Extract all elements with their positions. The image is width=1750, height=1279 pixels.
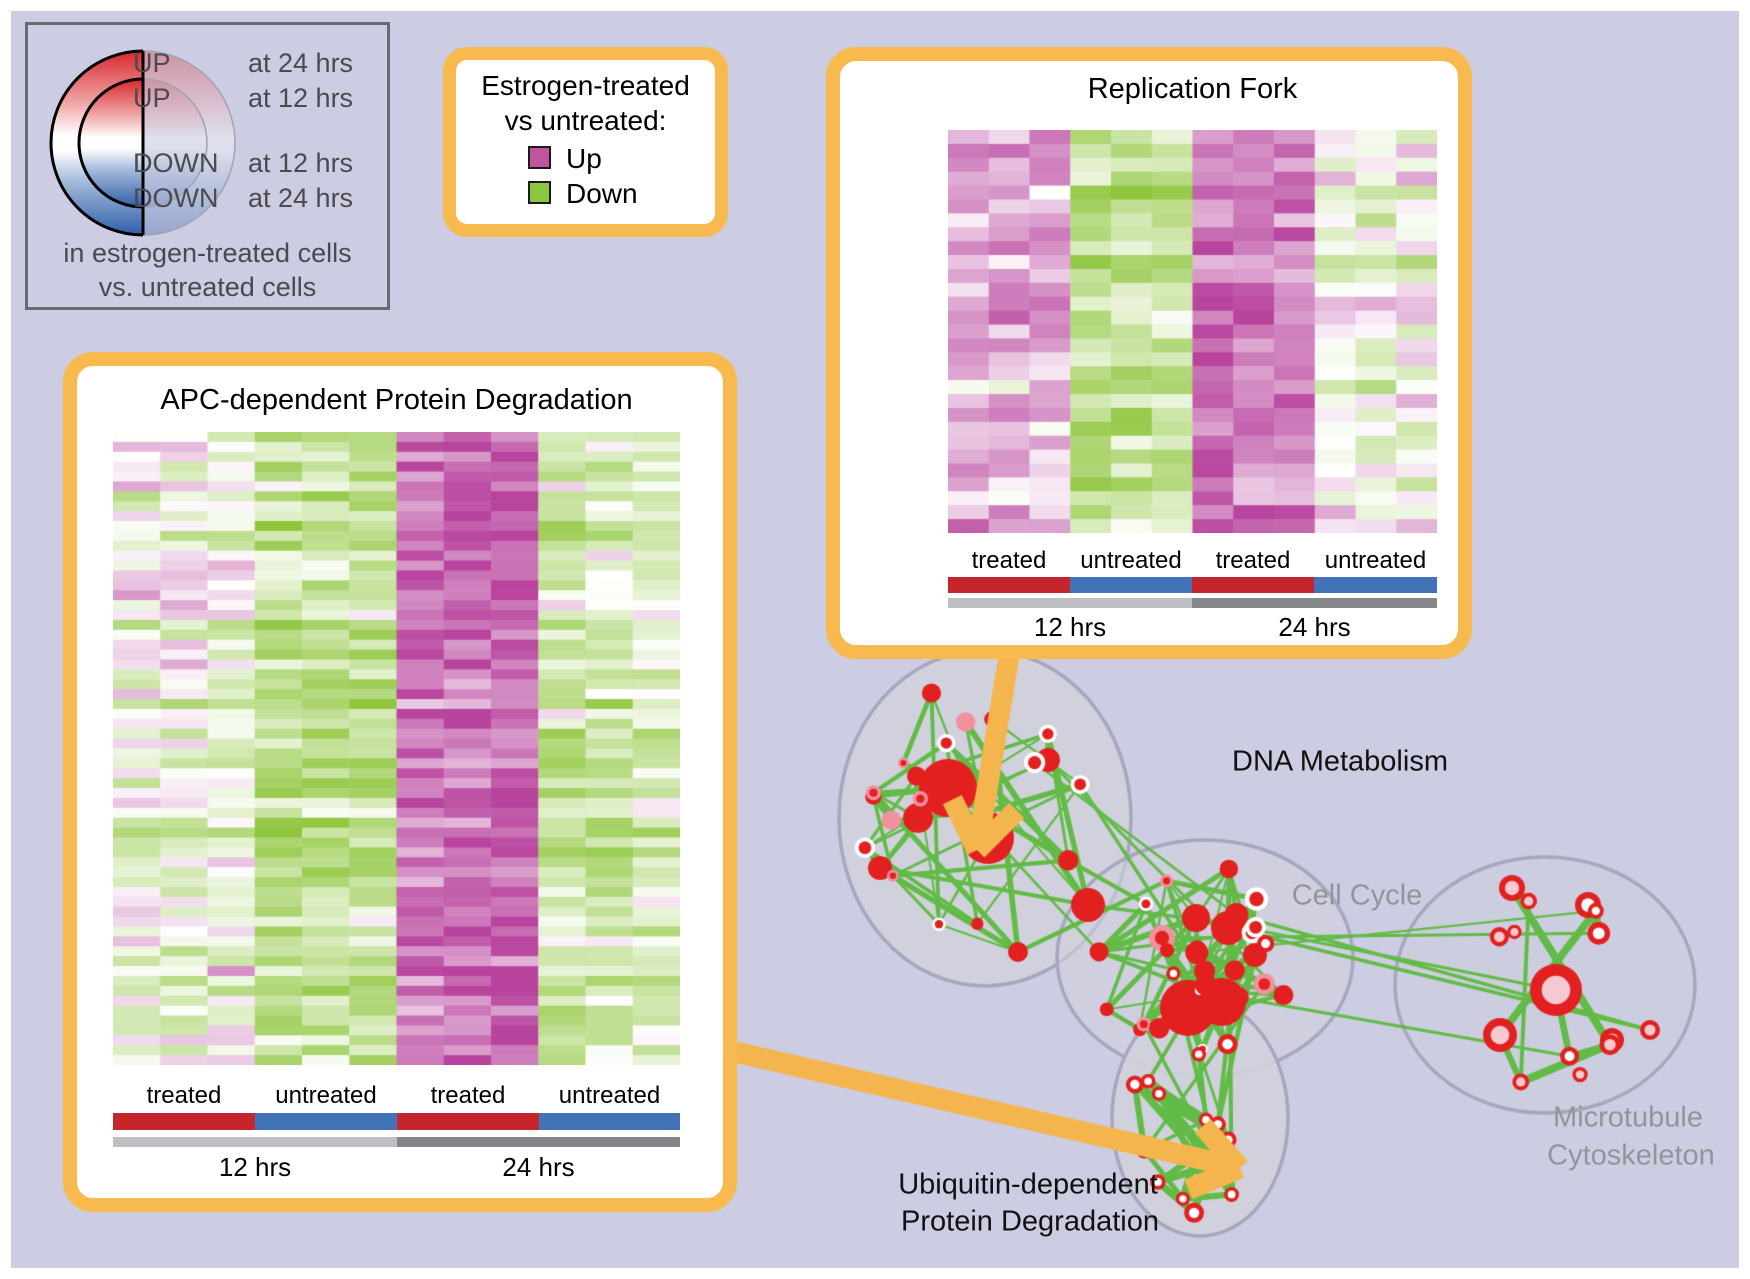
ring-time-down-12: at 12 hrs (248, 148, 354, 178)
apc-panel: APC-dependent Protein Degradation treate… (63, 352, 737, 1212)
apc-group-untreated-24: untreated (558, 1082, 661, 1109)
apc-treated-bar-12 (113, 1113, 255, 1130)
apc-untreated-bar-24 (539, 1113, 680, 1130)
ring-word-down-12: DOWN (133, 148, 219, 178)
ring-word-up-12: UP (133, 83, 171, 113)
ring-time-down-24: at 24 hrs (248, 183, 354, 213)
ring-word-up-24: UP (133, 48, 171, 78)
ubiquitin-label-line2: Protein Degradation (901, 1205, 1159, 1238)
ring-time-24: at 24 hrs (248, 48, 354, 78)
color-legend-title-line2: vs untreated: (504, 105, 667, 136)
dna-metabolism-label: DNA Metabolism (1232, 745, 1448, 778)
replication-fork-panel: Replication Fork treated untreated treat… (826, 47, 1472, 659)
up-swatch (528, 146, 551, 169)
replication-fork-heatmap (948, 130, 1437, 533)
rf-12hr-label: 12 hrs (1033, 612, 1107, 642)
apc-12hr-label: 12 hrs (218, 1152, 292, 1182)
apc-group-treated-12: treated (146, 1082, 222, 1109)
microtubule-label-line2: Cytoskeleton (1547, 1139, 1715, 1172)
color-legend-title-line1: Estrogen-treated (481, 70, 690, 101)
rf-group-untreated-24: untreated (1324, 547, 1427, 574)
apc-treated-bar-24 (397, 1113, 539, 1130)
rf-treated-bar-12 (948, 577, 1070, 593)
rf-treated-bar-24 (1192, 577, 1314, 593)
ring-time-12: at 12 hrs (248, 83, 354, 113)
rf-untreated-bar-12 (1070, 577, 1192, 593)
down-label: Down (566, 178, 638, 209)
apc-group-untreated-12: untreated (275, 1082, 377, 1109)
color-legend-box: Estrogen-treated vs untreated: Up Down (443, 47, 728, 237)
replication-fork-title: Replication Fork (1087, 73, 1298, 105)
ring-word-down-24: DOWN (133, 183, 219, 213)
up-down-ring-icon (49, 49, 236, 237)
rf-group-treated-12: treated (971, 547, 1047, 574)
rf-group-untreated-12: untreated (1080, 547, 1182, 574)
apc-12hr-bar (113, 1137, 397, 1147)
apc-24hr-bar (397, 1137, 680, 1147)
apc-untreated-bar-12 (255, 1113, 397, 1130)
apc-title: APC-dependent Protein Degradation (160, 384, 633, 416)
rf-24hr-label: 24 hrs (1278, 612, 1351, 642)
rf-24hr-bar (1192, 598, 1437, 608)
apc-24hr-label: 24 hrs (502, 1152, 575, 1182)
down-swatch (528, 181, 551, 204)
apc-group-treated-24: treated (430, 1082, 506, 1109)
apc-heatmap (113, 432, 680, 1065)
rf-untreated-bar-24 (1314, 577, 1437, 593)
ubiquitin-label-line1: Ubiquitin-dependent (898, 1168, 1158, 1201)
cell-cycle-label: Cell Cycle (1291, 879, 1423, 912)
rf-12hr-bar (948, 598, 1192, 608)
ring-footer-line2: vs. untreated cells (98, 272, 317, 302)
microtubule-label-line1: Microtubule (1553, 1101, 1703, 1134)
rf-group-treated-24: treated (1215, 547, 1291, 574)
ring-legend-box: UP at 24 hrs UP at 12 hrs DOWN at 12 hrs… (25, 22, 390, 310)
ring-footer-line1: in estrogen-treated cells (63, 238, 352, 268)
up-label: Up (566, 143, 602, 174)
